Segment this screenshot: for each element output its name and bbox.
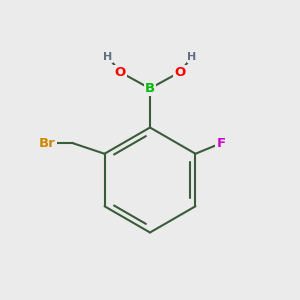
Text: O: O [114, 65, 126, 79]
Text: B: B [145, 82, 155, 95]
Text: Br: Br [39, 137, 56, 150]
Text: F: F [216, 137, 226, 150]
Text: H: H [103, 52, 112, 62]
Text: H: H [188, 52, 196, 62]
Text: O: O [174, 65, 186, 79]
